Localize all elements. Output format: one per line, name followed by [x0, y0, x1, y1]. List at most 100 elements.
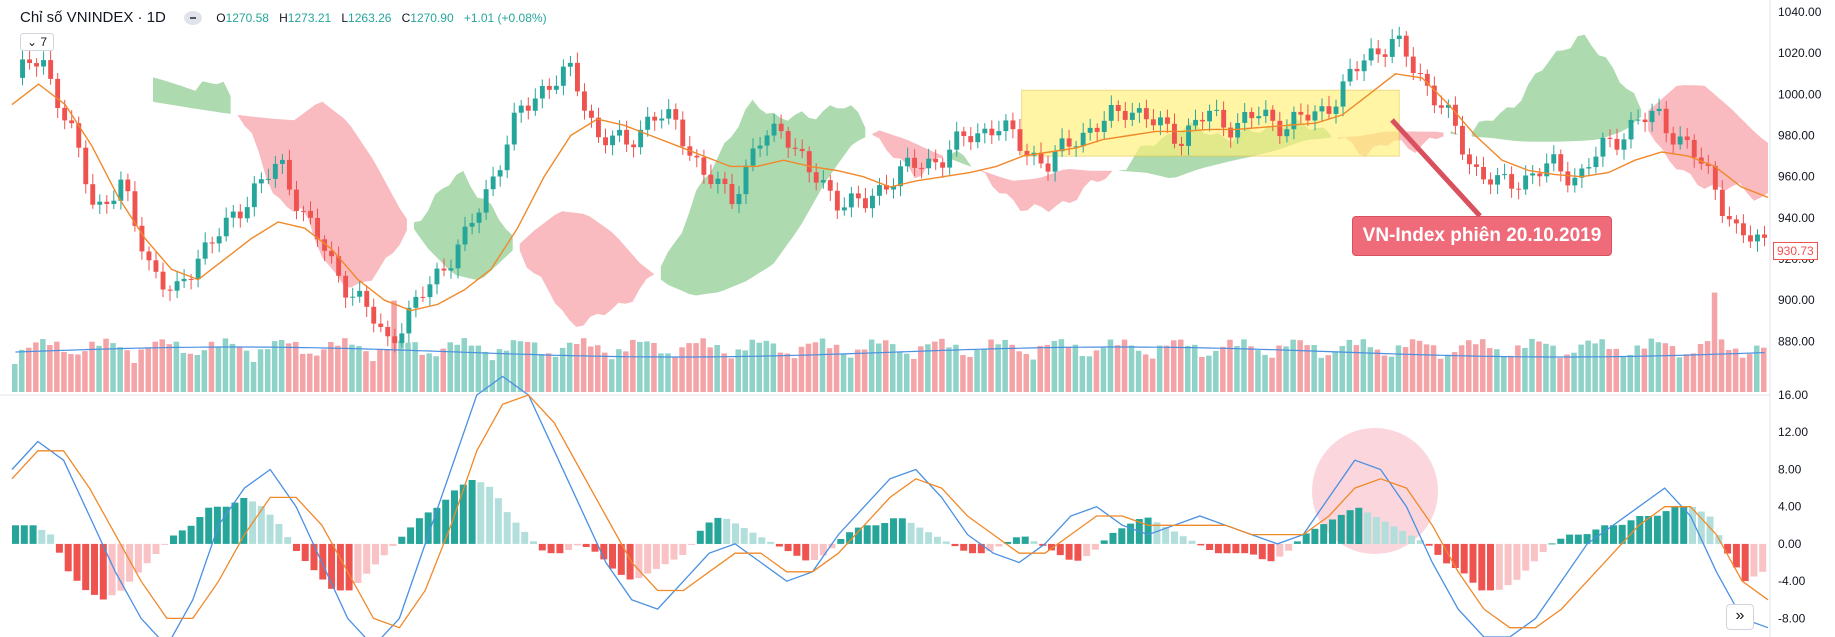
volume-bar — [861, 349, 868, 392]
volume-bar — [349, 344, 355, 392]
volume-bar — [1430, 345, 1437, 392]
candle-body — [1312, 111, 1318, 121]
macd-histogram-bar — [1232, 543, 1240, 554]
candle-body — [799, 148, 805, 152]
indicator-collapse-button[interactable]: ⌄ 7 — [20, 33, 55, 51]
candle-body — [989, 128, 995, 136]
macd-histogram-bar — [1021, 536, 1029, 544]
candle-body — [1600, 137, 1606, 157]
macd-histogram-bar — [1197, 543, 1205, 546]
volume-bar — [89, 341, 95, 392]
candle-body — [462, 226, 468, 245]
candle-body — [476, 212, 482, 223]
candle-body — [20, 59, 25, 78]
visibility-eye-icon[interactable] — [184, 11, 203, 26]
macd-histogram-bar — [591, 543, 599, 552]
candle-body — [863, 198, 868, 209]
macd-histogram-bar — [1627, 520, 1635, 544]
macd-histogram-bar — [1680, 506, 1688, 544]
volume-bar — [1262, 354, 1268, 392]
candle-body — [511, 112, 517, 145]
volume-bar — [679, 347, 685, 392]
macd-histogram-bar — [1566, 534, 1574, 544]
symbol-title[interactable]: Chỉ số VNINDEX · 1D — [20, 9, 166, 26]
macd-histogram-bar — [1399, 530, 1407, 544]
volume-bar — [1121, 339, 1128, 392]
volume-bar — [145, 348, 151, 392]
macd-histogram-bar — [933, 536, 941, 544]
macd-histogram-bar — [1451, 543, 1459, 568]
volume-bar — [1697, 344, 1704, 392]
volume-bar — [236, 346, 243, 392]
volume-bar — [377, 349, 383, 392]
macd-histogram-bar — [872, 525, 880, 544]
macd-histogram-bar — [802, 543, 810, 561]
candle-body — [1502, 174, 1507, 176]
macd-histogram-bar — [512, 522, 520, 544]
volume-bar — [1339, 346, 1345, 392]
bearish-cloud-segment — [1648, 85, 1768, 201]
candle-body — [1748, 235, 1753, 242]
volume-bar — [117, 347, 123, 392]
candle-body — [336, 256, 342, 276]
signal-line — [11, 394, 1769, 629]
candle-body — [118, 179, 124, 201]
candle-body — [160, 271, 166, 290]
candle-body — [1684, 136, 1690, 140]
volume-bar — [1030, 359, 1036, 392]
candle-body — [1431, 85, 1437, 106]
candle-body — [146, 251, 152, 261]
volume-bar — [1564, 354, 1570, 392]
macd-histogram-bar — [1206, 543, 1214, 550]
candle-body — [448, 268, 454, 271]
candle-body — [34, 63, 39, 67]
macd-histogram-bar — [1478, 543, 1486, 591]
candle-body — [83, 147, 89, 185]
candle-body — [48, 60, 54, 79]
macd-histogram-bar — [969, 543, 976, 554]
candle-body — [104, 201, 110, 204]
candle-body — [237, 211, 243, 219]
volume-bar — [1086, 356, 1093, 392]
candle-body — [638, 129, 644, 148]
volume-bar — [482, 351, 489, 392]
macd-histogram-bar — [1329, 519, 1336, 544]
volume-bar — [271, 341, 278, 392]
candle-body — [947, 149, 953, 168]
macd-histogram-bar — [995, 543, 1003, 547]
volume-bar — [1662, 343, 1669, 392]
volume-bar — [215, 346, 222, 392]
candle-body — [518, 105, 524, 113]
macd-histogram-bar — [1144, 517, 1152, 544]
price-tick-label: 980.00 — [1778, 129, 1815, 143]
volume-bar — [707, 347, 713, 392]
candle-body — [230, 211, 236, 218]
volume-bar — [1754, 345, 1760, 392]
macd-histogram-bar — [424, 512, 432, 544]
volume-bar — [1185, 345, 1191, 392]
candle-body — [891, 186, 896, 190]
candle-body — [1523, 175, 1529, 190]
macd-histogram-bar — [1179, 536, 1187, 544]
scroll-to-realtime-button[interactable]: » — [1726, 604, 1754, 630]
volume-bar — [131, 363, 137, 392]
volume-bar — [524, 342, 531, 392]
volume-bar — [1473, 344, 1479, 392]
macd-histogram-bar — [47, 534, 55, 544]
macd-tick-label: 12.00 — [1778, 425, 1808, 439]
macd-histogram-bar — [1425, 543, 1433, 546]
volume-bar — [68, 354, 74, 392]
volume-bar — [1669, 346, 1676, 392]
candle-body — [1277, 120, 1283, 137]
volume-bar — [700, 338, 706, 392]
volume-bar — [1613, 348, 1619, 392]
volume-bar — [1746, 354, 1753, 392]
macd-histogram-bar — [1592, 529, 1600, 544]
volume-bar — [1128, 345, 1135, 392]
volume-bar — [447, 342, 453, 392]
candle-body — [912, 157, 917, 168]
volume-bar — [419, 354, 425, 392]
volume-bar — [911, 359, 917, 392]
macd-histogram-bar — [20, 525, 28, 544]
